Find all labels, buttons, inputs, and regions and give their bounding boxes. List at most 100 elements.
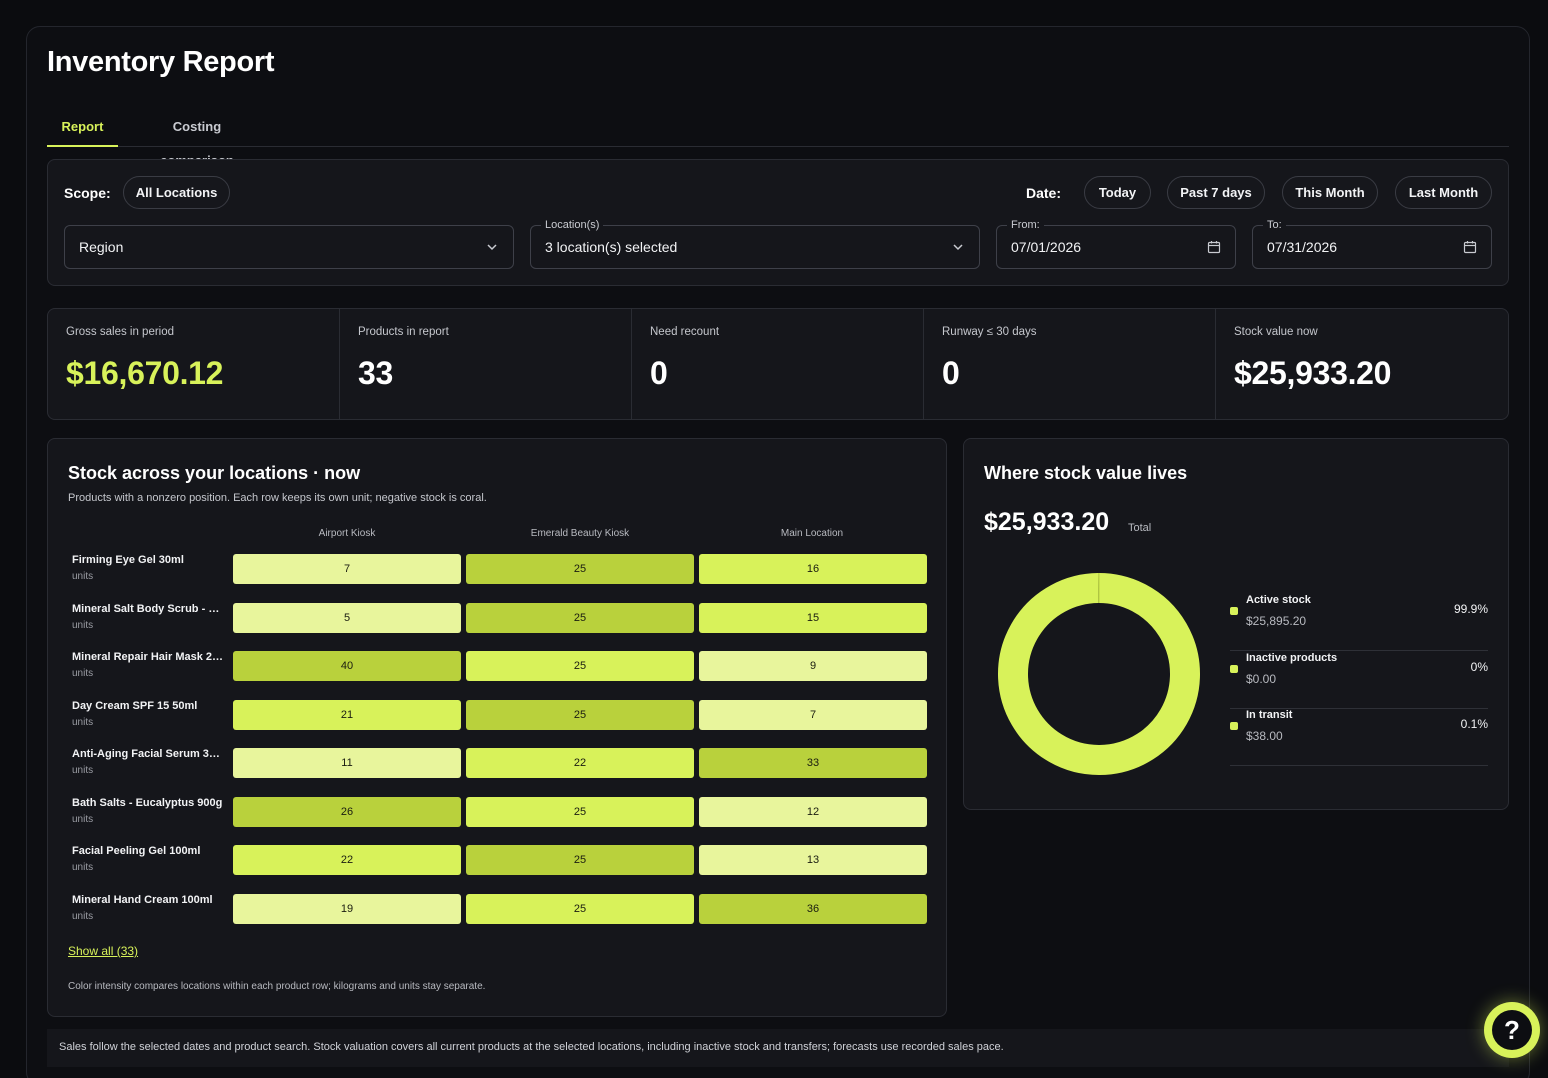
legend-swatch (1230, 665, 1238, 673)
kpi-value: $16,670.12 (66, 355, 224, 391)
kpi-value: 0 (942, 355, 960, 391)
row-product-name: Mineral Salt Body Scrub - Lavender (72, 603, 226, 615)
scope-all-locations-button[interactable]: All Locations (123, 176, 230, 209)
row-unit: units (72, 620, 94, 631)
legend-percent: 99.9% (1453, 602, 1488, 616)
heatmap-cell: 7 (233, 554, 461, 584)
row-product-name: Mineral Hand Cream 100ml (72, 894, 213, 906)
row-unit: units (72, 814, 94, 825)
heatmap-cell: 36 (699, 894, 927, 924)
column-header-emerald-beauty-kiosk: Emerald Beauty Kiosk (530, 528, 630, 539)
heatmap-cell: 5 (233, 603, 461, 633)
row-product-name: Anti-Aging Facial Serum 30ml (72, 748, 226, 760)
kpi-label: Need recount (650, 326, 720, 338)
kpi-runway: Runway ≤ 30 days 0 (924, 309, 1216, 419)
kpi-need-recount: Need recount 0 (632, 309, 924, 419)
heatmap-cell: 26 (233, 797, 461, 827)
row-unit: units (72, 911, 94, 922)
from-date-value: 07/01/2026 (1011, 239, 1082, 255)
kpi-label: Stock value now (1234, 326, 1318, 338)
heatmap-cell: 21 (233, 700, 461, 730)
heatmap-cell: 16 (699, 554, 927, 584)
heatmap-note: Color intensity compares locations withi… (68, 981, 486, 992)
locations-select-legend: Location(s) (541, 219, 604, 231)
locations-select[interactable]: Location(s) 3 location(s) selected (530, 219, 980, 269)
row-unit: units (72, 571, 94, 582)
value-card-title: Where stock value lives (984, 463, 1188, 483)
heatmap-cell: 7 (699, 700, 927, 730)
tab-report[interactable]: Report (47, 110, 118, 147)
column-header-airport-kiosk: Airport Kiosk (318, 528, 376, 539)
kpi-stock-value: Stock value now $25,933.20 (1216, 309, 1508, 419)
date-label: Date: (1026, 185, 1062, 201)
date-today-button[interactable]: Today (1084, 176, 1151, 209)
to-date-input[interactable]: To: 07/31/2026 (1252, 219, 1492, 269)
heatmap-cell: 25 (466, 894, 694, 924)
legend-in-transit: In transit $38.00 0.1% (1230, 709, 1488, 766)
heatmap-cell: 13 (699, 845, 927, 875)
date-past-7-days-button[interactable]: Past 7 days (1167, 176, 1265, 209)
row-unit: units (72, 668, 94, 679)
question-mark-icon: ? (1492, 1010, 1532, 1050)
legend-amount: $25,895.20 (1246, 614, 1307, 628)
chevron-down-icon (953, 244, 963, 251)
scope-label: Scope: (64, 185, 111, 201)
date-this-month-button[interactable]: This Month (1282, 176, 1378, 209)
heatmap-cell: 25 (466, 700, 694, 730)
kpi-label: Runway ≤ 30 days (942, 326, 1037, 338)
date-last-month-button[interactable]: Last Month (1395, 176, 1492, 209)
tab-bar: Report Costing comparison (47, 110, 1509, 168)
legend-swatch (1230, 722, 1238, 730)
legend-name: Active stock (1246, 594, 1311, 606)
kpi-label: Products in report (358, 326, 449, 338)
legend-swatch (1230, 607, 1238, 615)
help-button[interactable]: ? (1484, 1002, 1540, 1058)
heatmap-cell: 12 (699, 797, 927, 827)
column-header-main-location: Main Location (780, 528, 844, 539)
heatmap-cell: 33 (699, 748, 927, 778)
region-select-value: Region (79, 239, 124, 255)
legend-name: In transit (1246, 709, 1293, 721)
value-card-total: $25,933.20 (984, 508, 1110, 536)
kpi-divider (339, 309, 340, 419)
heatmap-cell: 25 (466, 603, 694, 633)
row-unit: units (72, 862, 94, 873)
stock-card-subtitle: Products with a nonzero position. Each r… (68, 492, 487, 504)
heatmap-cell: 25 (466, 651, 694, 681)
kpi-value: 33 (358, 355, 393, 391)
tab-costing-comparison[interactable]: Costing comparison (160, 119, 234, 168)
locations-select-value: 3 location(s) selected (545, 239, 678, 255)
heatmap-cell: 9 (699, 651, 927, 681)
kpi-value: $25,933.20 (1234, 355, 1392, 391)
kpi-divider (1215, 309, 1216, 419)
legend-amount: $38.00 (1246, 729, 1283, 743)
row-unit: units (72, 717, 94, 728)
heatmap-cell: 22 (466, 748, 694, 778)
row-product-name: Facial Peeling Gel 100ml (72, 845, 201, 857)
show-all-link[interactable]: Show all (33) (68, 944, 139, 958)
stock-value-donut (998, 573, 1200, 775)
footer-note-bar: Sales follow the selected dates and prod… (47, 1029, 1509, 1067)
footer-note: Sales follow the selected dates and prod… (59, 1041, 1004, 1053)
row-product-name: Bath Salts - Eucalyptus 900g (72, 797, 223, 809)
value-card-total-label: Total (1128, 522, 1152, 534)
row-product-name: Firming Eye Gel 30ml (72, 554, 184, 566)
region-select[interactable]: Region (64, 225, 514, 269)
kpi-value: 0 (650, 355, 668, 391)
chevron-down-icon (487, 244, 497, 251)
to-date-value: 07/31/2026 (1267, 239, 1338, 255)
stock-card-title: Stock across your locations · now (68, 463, 361, 483)
from-date-input[interactable]: From: 07/01/2026 (996, 219, 1236, 269)
kpi-divider (631, 309, 632, 419)
heatmap-cell: 19 (233, 894, 461, 924)
calendar-icon[interactable] (1463, 240, 1477, 254)
legend-name: Inactive products (1246, 652, 1338, 664)
kpi-divider (923, 309, 924, 419)
legend-percent: 0% (1470, 660, 1488, 674)
legend-active-stock: Active stock $25,895.20 99.9% (1230, 594, 1488, 651)
legend-inactive-products: Inactive products $0.00 0% (1230, 652, 1488, 709)
calendar-icon[interactable] (1207, 240, 1221, 254)
legend-percent: 0.1% (1460, 717, 1488, 731)
kpi-strip (47, 308, 1509, 420)
heatmap-cell: 25 (466, 554, 694, 584)
